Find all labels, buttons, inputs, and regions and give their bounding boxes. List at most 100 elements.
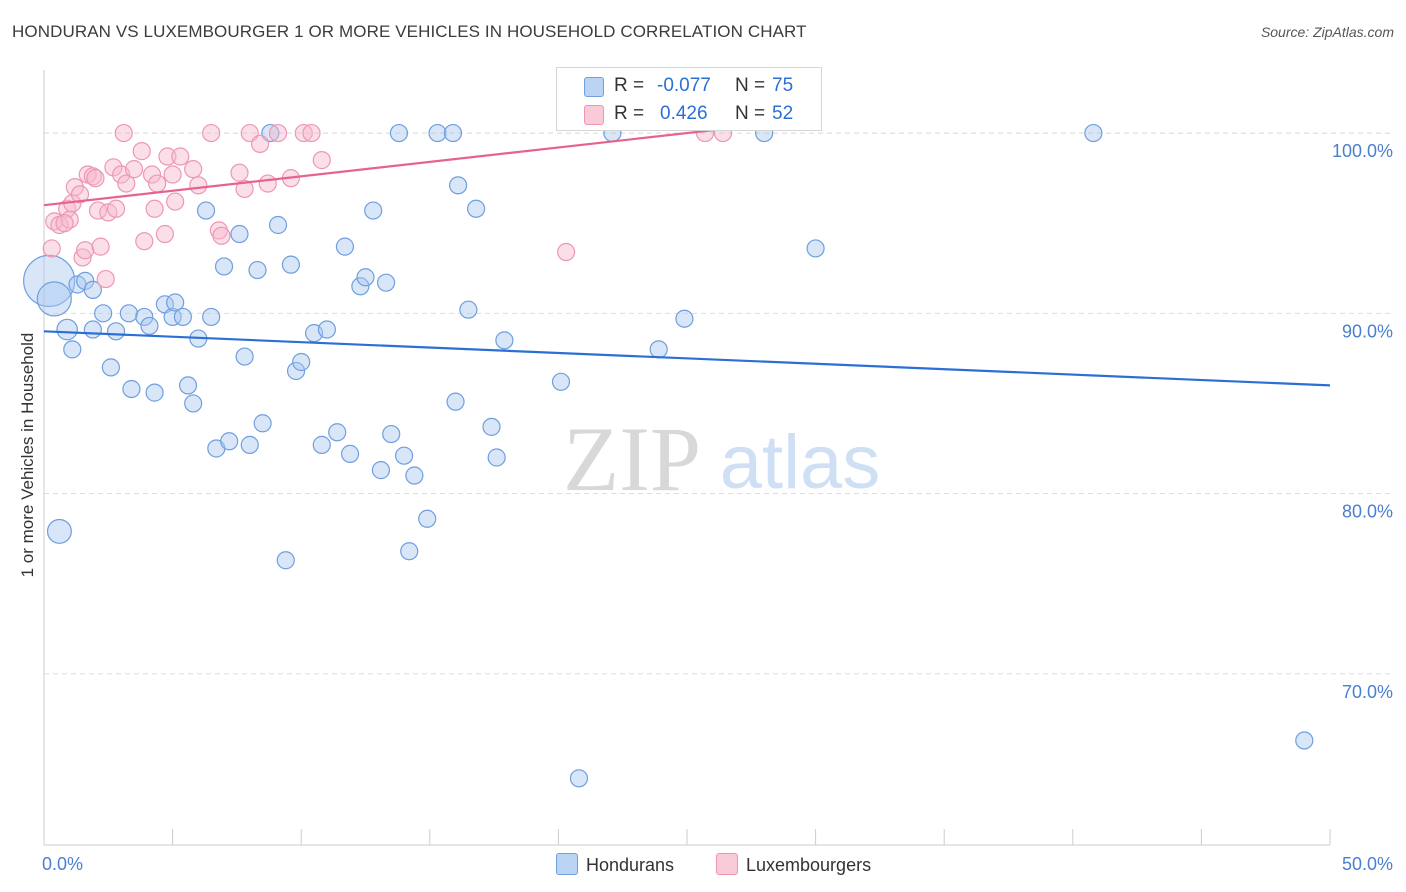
honduran-point (364, 201, 383, 220)
honduran-point (371, 461, 391, 480)
honduran-point (356, 268, 375, 287)
luxembourger-point (73, 248, 92, 267)
honduran-point (443, 123, 463, 143)
honduran-point (351, 277, 370, 296)
honduran-point (328, 423, 347, 442)
legend-swatch-pink (584, 105, 604, 125)
x-tick-label: 50.0% (1342, 854, 1393, 874)
bottom-legend-label: Hondurans (586, 855, 675, 875)
honduran-point (135, 307, 154, 327)
honduran-point (286, 361, 306, 381)
honduran-point (166, 293, 185, 312)
honduran-point (335, 237, 355, 256)
bottom-legend-hondurans: Hondurans (556, 853, 674, 877)
y-tick-label: 100.0% (1332, 141, 1393, 161)
trend-lines (43, 124, 1331, 387)
honduran-point (63, 340, 82, 359)
luxembourger-point (114, 123, 133, 143)
honduran-point (240, 435, 259, 454)
honduran-point (202, 307, 221, 327)
honduran-point (83, 320, 102, 339)
honduran-point (253, 414, 272, 433)
honduran-point (235, 347, 254, 366)
legend-row-hondurans: R = -0.077 N = 75 (557, 73, 821, 99)
luxembourger-point (91, 237, 110, 256)
gridlines (44, 132, 1392, 675)
luxembourger-point (268, 123, 288, 143)
honduran-point (649, 340, 668, 359)
honduran-point (163, 307, 182, 327)
luxembourger-point (132, 142, 151, 161)
legend-row-luxembourgers: R = 0.426 N = 52 (557, 101, 821, 127)
honduran-point (268, 215, 288, 235)
luxembourger-point (70, 185, 90, 204)
luxembourger-point (55, 214, 74, 233)
honduran-point (405, 466, 424, 485)
honduran-point (83, 280, 102, 299)
honduran-point (551, 372, 571, 391)
honduran-point (312, 435, 331, 454)
legend-r-value: -0.077 (657, 75, 711, 96)
watermark: ZIP atlas (563, 408, 880, 510)
honduran-point (569, 769, 589, 788)
luxembourger-point (124, 160, 144, 179)
luxembourger-point (166, 192, 185, 211)
bottom-legend-luxembourgers: Luxembourgers (716, 853, 871, 877)
luxembourger-point (189, 176, 208, 195)
honduran-point (36, 281, 72, 317)
honduran-point (145, 383, 164, 402)
honduran-point (106, 322, 126, 341)
honduran-point (276, 551, 295, 570)
correlation-legend: R = -0.077 N = 75 R = 0.426 N = 52 (556, 67, 822, 131)
luxembourger-point (212, 226, 231, 245)
legend-n-label: N = (735, 103, 766, 124)
legend-r-label: R = (614, 75, 645, 96)
honduran-trend-line (43, 330, 1331, 387)
luxembourger-point (155, 224, 174, 244)
honduran-point (140, 316, 159, 336)
honduran-point (196, 201, 216, 220)
luxembourger-point (302, 123, 321, 143)
legend-r-label: R = (614, 103, 645, 124)
honduran-point (428, 123, 447, 143)
luxembourger-point (104, 158, 123, 177)
honduran-point (292, 352, 311, 372)
honduran-point (466, 199, 486, 218)
honduran-point (173, 307, 192, 327)
x-tick-label: 0.0% (42, 854, 83, 874)
honduran-point (400, 542, 419, 561)
luxembourger-point (135, 232, 154, 251)
honduran-point (122, 379, 141, 399)
honduran-point (317, 320, 337, 339)
luxembourger-point (250, 134, 270, 153)
axes (43, 70, 1331, 846)
luxembourger-trend-line (43, 124, 752, 207)
honduran-point (214, 257, 234, 276)
luxembourger-point (294, 123, 313, 143)
honduran-point (459, 300, 478, 319)
luxembourger-point (96, 269, 115, 289)
watermark-zip: ZIP (563, 408, 701, 510)
source-label: Source: ZipAtlas.com (1260, 24, 1394, 40)
honduran-point (94, 304, 113, 323)
honduran-point (1084, 123, 1103, 143)
honduran-point (23, 254, 76, 307)
luxembourger-point (184, 160, 203, 179)
honduran-point (184, 394, 203, 413)
luxembourger-point (163, 165, 182, 184)
luxembourger-point (145, 199, 164, 218)
bottom-legend-label: Luxembourgers (746, 855, 872, 875)
luxembourger-point (202, 123, 221, 143)
honduran-point (340, 444, 360, 463)
y-axis-label: 1 or more Vehicles in Household (18, 332, 37, 578)
luxembourger-point (58, 199, 77, 218)
luxembourger-point (142, 165, 162, 184)
luxembourger-point (230, 163, 249, 182)
honduran-point (382, 424, 401, 444)
luxembourger-point (235, 179, 254, 199)
luxembourger-point (148, 174, 167, 193)
luxembourger-point (158, 147, 177, 166)
legend-n-value: 52 (772, 103, 794, 124)
honduran-point (220, 432, 239, 451)
